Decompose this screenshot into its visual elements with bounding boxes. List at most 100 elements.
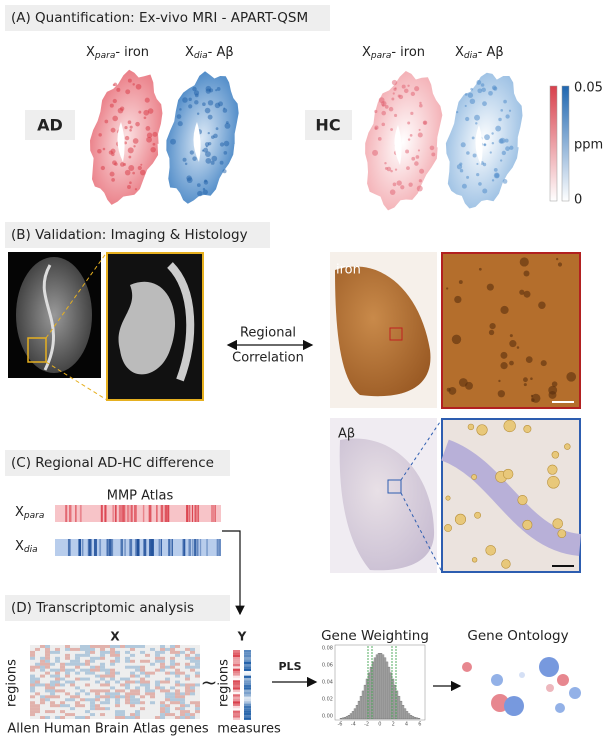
bubble [569,687,581,699]
cell [195,653,200,657]
cell [110,692,115,696]
cell [155,680,160,684]
cell [60,704,65,708]
speckle [196,112,200,115]
stripe [206,539,208,556]
speckle [381,104,385,107]
cell [105,674,110,678]
cell [175,707,180,711]
hist-bar [377,653,381,720]
speckle [407,138,411,141]
cell [30,710,35,714]
cell [233,698,240,702]
speckle [216,87,221,91]
speckle [390,169,393,173]
speckle [460,142,466,148]
hippocampus [118,281,176,375]
speckle [503,99,507,104]
panel-c-title: (C) Regional AD-HC difference [11,455,214,471]
cell [60,677,65,681]
stain-label: Aβ [338,427,355,442]
stripe [211,505,214,522]
speckle [381,122,386,127]
brain [166,71,239,204]
stripe [214,505,216,522]
cell [80,653,85,657]
cell [85,710,90,714]
hist-bar [361,690,365,720]
speckle [410,91,416,97]
cell [233,659,240,662]
cell [135,701,140,705]
bubble [491,674,503,686]
speckle [128,155,132,159]
speckle [133,145,136,148]
deposit [509,340,517,348]
cell [30,665,35,669]
cell [135,645,140,648]
hist-bar [385,661,389,720]
speckle [474,114,480,121]
cell [180,698,185,702]
cell [100,695,105,699]
cell [65,668,70,672]
cell [145,674,150,678]
cell [175,653,180,657]
cell [115,695,120,699]
stripe [142,505,145,522]
cell [170,656,175,660]
plaque [522,519,533,530]
speckle [418,128,421,131]
cell [175,683,180,687]
cell [85,698,90,702]
cell [170,692,175,696]
speckle [389,189,396,195]
cell [244,687,251,690]
speckle [202,102,206,107]
speckle [184,162,188,166]
cell [130,692,135,696]
plaque [517,494,528,506]
cell [185,686,190,690]
cell [85,671,90,675]
cell [75,701,80,705]
stripe [121,505,124,522]
svg-text:Xpara- iron: Xpara- iron [362,45,425,61]
hist-bar [415,717,419,720]
cell [170,695,175,699]
speckle [471,136,475,140]
speckle [461,183,467,189]
speckle [97,148,102,154]
hist-bar [413,717,417,720]
cell [125,680,130,684]
cell [115,701,120,705]
cell [50,668,55,672]
cell [145,689,150,693]
cell [165,713,170,717]
cell [185,692,190,696]
cell [140,668,145,672]
cell [65,662,70,666]
cell [130,704,135,708]
speckle [207,100,214,106]
cell [145,683,150,687]
subscript: para [370,51,391,61]
cell [70,659,75,663]
cell [90,650,95,654]
hist-bar [403,708,407,720]
cell [185,665,190,669]
cell [35,692,40,696]
cell [244,696,251,699]
cell [175,695,180,699]
cell [125,701,130,705]
stain-label: iron [336,263,361,278]
stripe [167,505,170,522]
speckle [377,137,382,141]
cell [150,701,155,705]
cell [45,662,50,666]
cell [195,656,200,660]
cell [185,677,190,681]
stripe [168,539,171,556]
cell [45,653,50,657]
